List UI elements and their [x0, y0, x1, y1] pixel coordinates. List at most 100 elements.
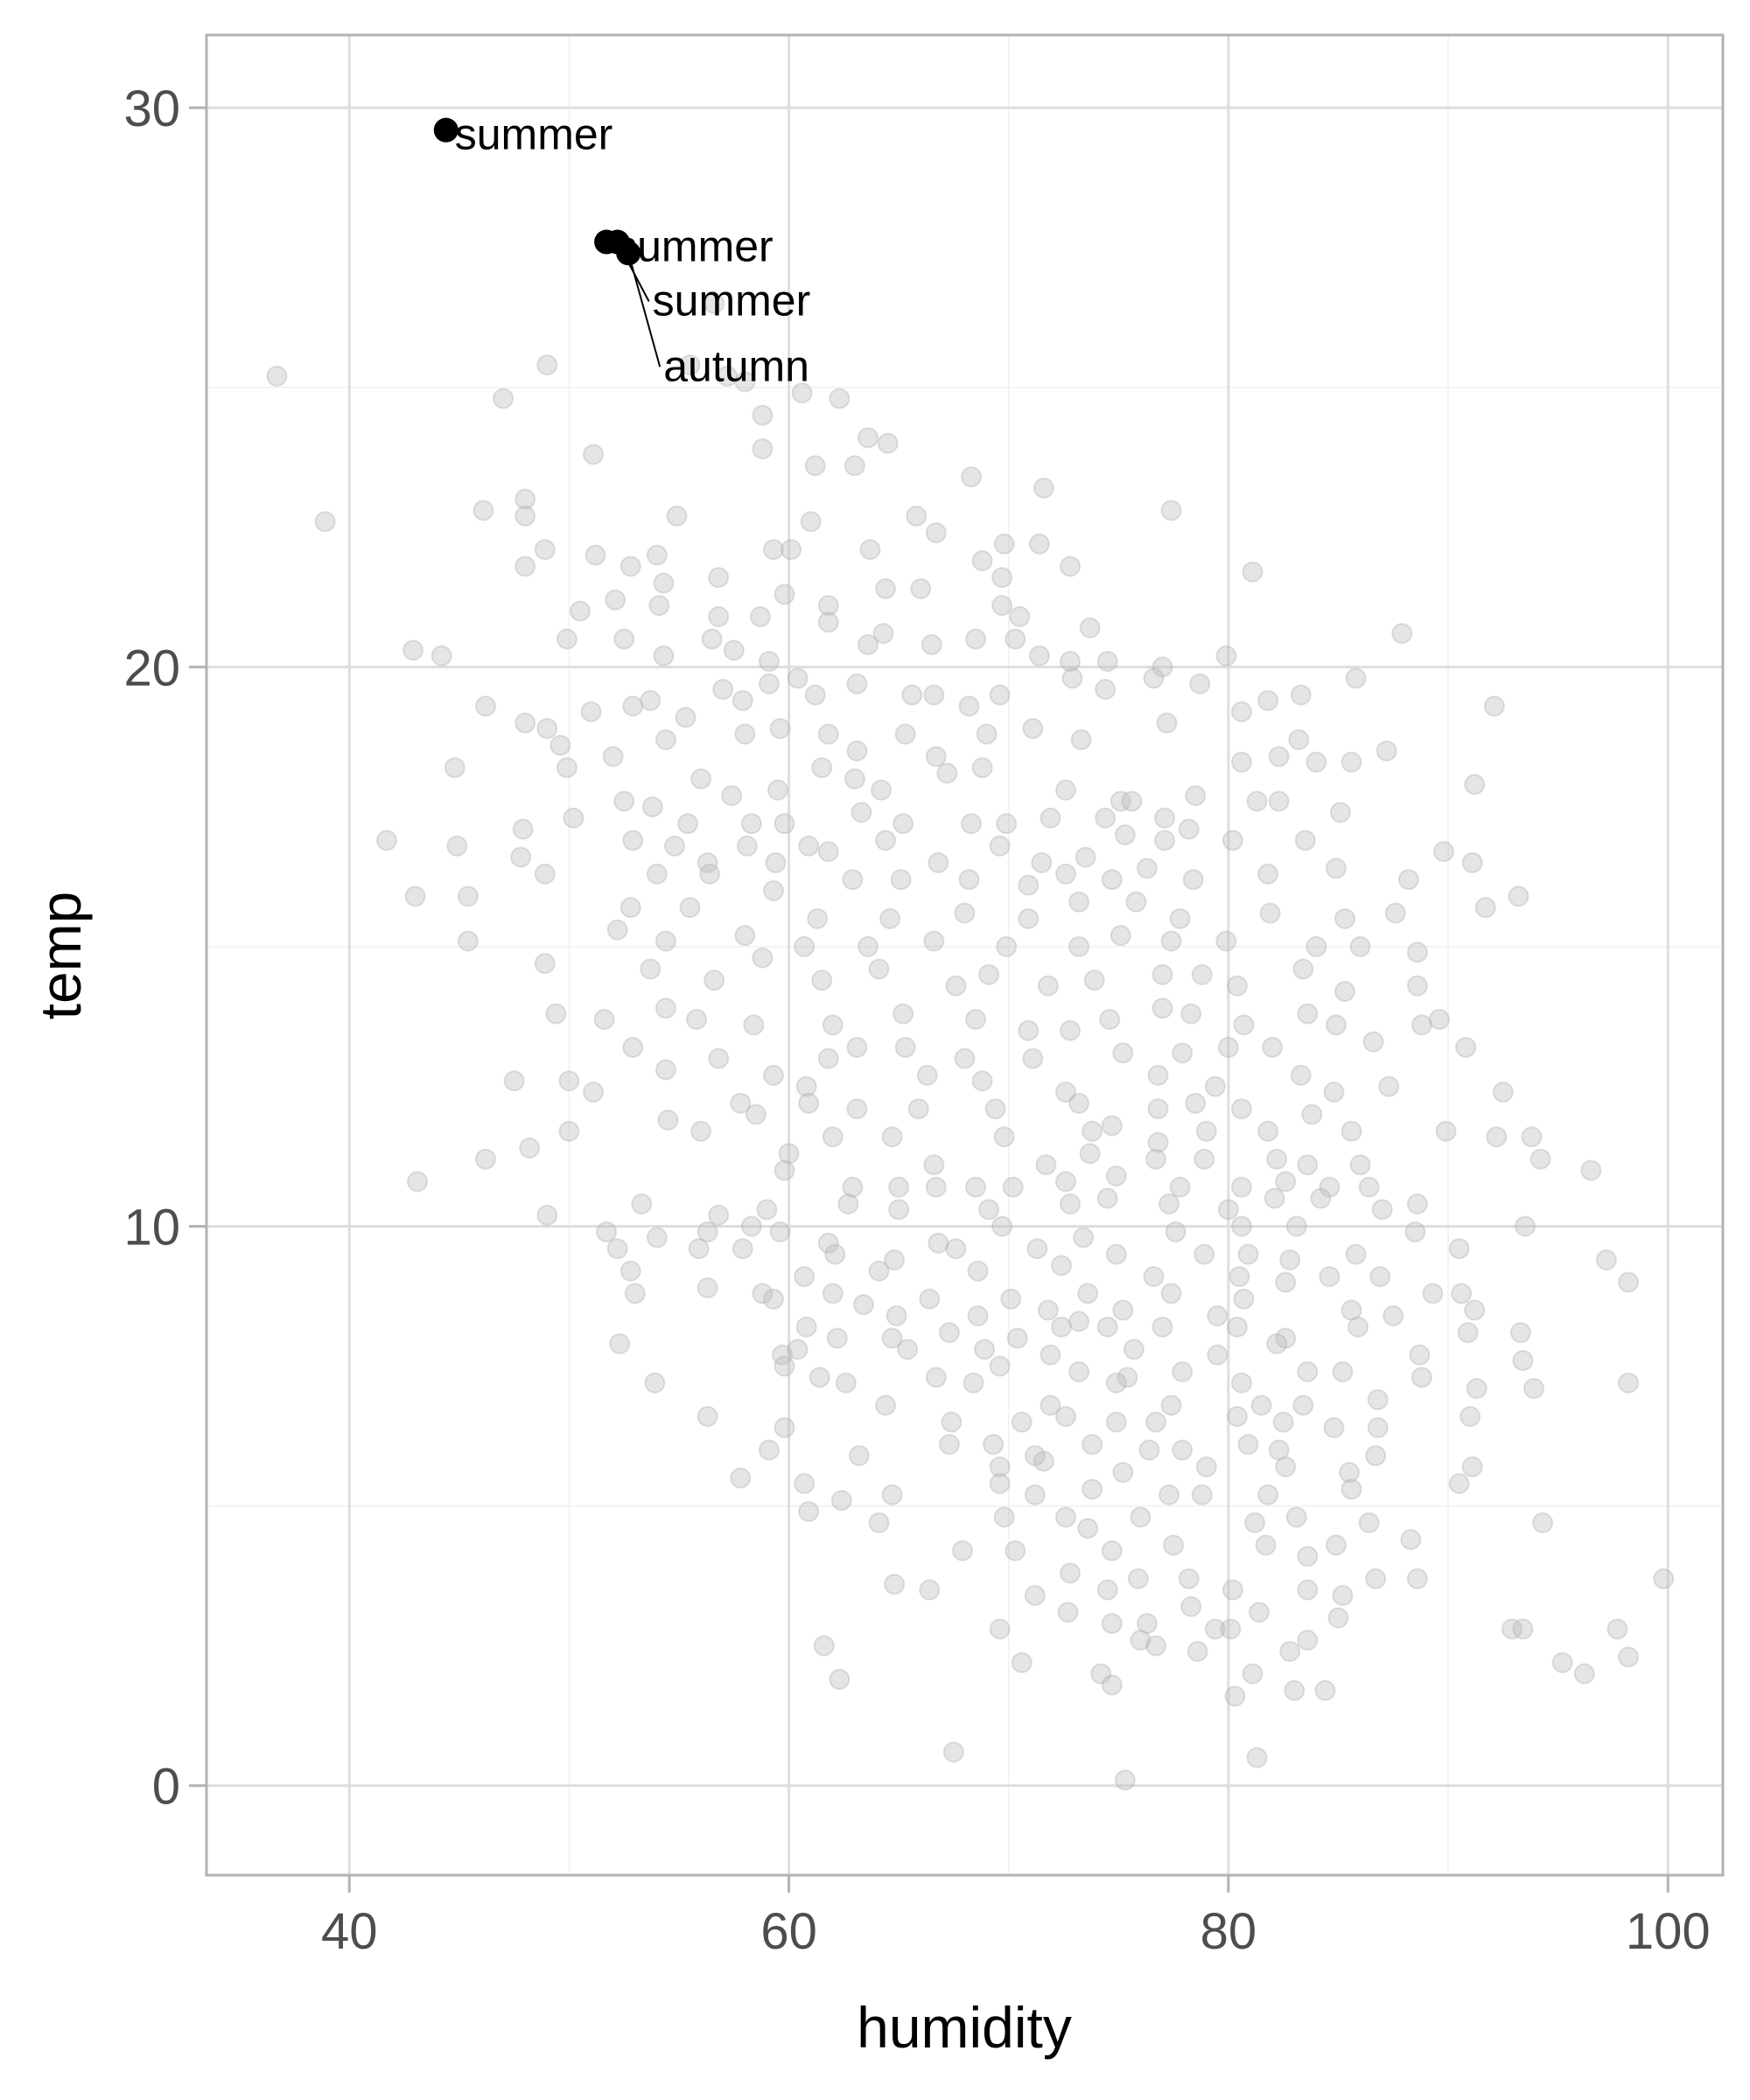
data-point [444, 757, 466, 779]
data-point [1099, 1009, 1121, 1031]
data-point [868, 1512, 890, 1534]
data-point [938, 1321, 960, 1343]
data-point [407, 1171, 429, 1193]
data-point [430, 645, 452, 667]
data-point [1217, 1199, 1239, 1221]
data-point [1158, 1193, 1180, 1214]
data-point [767, 779, 789, 801]
data-point [606, 919, 628, 941]
data-point [1055, 1506, 1077, 1528]
data-point [675, 706, 696, 728]
data-point [835, 1372, 857, 1394]
point-label: autumn [663, 341, 809, 390]
data-point [1172, 1439, 1194, 1461]
data-point [1237, 1243, 1259, 1265]
data-point [1068, 935, 1090, 957]
data-point [804, 684, 826, 706]
data-point [868, 1260, 890, 1282]
data-point [730, 1092, 752, 1114]
data-point [1339, 1461, 1361, 1483]
data-point [1057, 1601, 1079, 1623]
data-point [983, 1433, 1004, 1455]
data-point [404, 886, 426, 907]
label-leader-line [627, 253, 662, 368]
data-point [1406, 942, 1428, 963]
data-point [1160, 500, 1182, 522]
data-point [690, 768, 712, 790]
data-point [925, 1176, 947, 1198]
data-point [822, 1126, 844, 1148]
data-point [991, 1215, 1013, 1237]
data-point [708, 606, 730, 627]
data-point [804, 455, 826, 477]
data-point [1110, 790, 1131, 812]
data-point [846, 1098, 868, 1120]
data-point [794, 1473, 816, 1494]
data-point [1334, 907, 1356, 929]
data-point [622, 830, 644, 851]
data-point [1514, 1215, 1536, 1237]
data-point [758, 650, 780, 672]
background-points [266, 292, 1675, 1791]
data-point [877, 432, 899, 454]
x-tick-label: 60 [760, 1903, 817, 1960]
data-point [951, 1540, 973, 1562]
data-point [989, 1473, 1011, 1494]
data-point [1297, 1361, 1319, 1382]
data-point [958, 869, 980, 891]
data-point [961, 466, 983, 487]
data-point [1464, 1299, 1486, 1321]
data-point [1323, 1082, 1345, 1103]
highlighted-point [433, 117, 458, 143]
data-point [624, 1283, 646, 1305]
data-point [967, 1305, 989, 1326]
data-point [817, 1232, 839, 1254]
data-point [1000, 1288, 1022, 1310]
data-point [1222, 830, 1243, 851]
data-point [1032, 477, 1054, 499]
data-point [1145, 1411, 1167, 1433]
data-point [967, 1260, 989, 1282]
data-point [1185, 1092, 1207, 1114]
data-point [556, 628, 578, 650]
data-point [596, 1221, 618, 1242]
data-point [1532, 1512, 1554, 1534]
data-point [1002, 1176, 1024, 1198]
data-point [1259, 902, 1281, 924]
data-point [1116, 1367, 1138, 1389]
data-point [1165, 1221, 1186, 1242]
data-point [1130, 1629, 1152, 1651]
data-point [916, 1064, 938, 1086]
data-point [1266, 1148, 1288, 1170]
data-point [631, 1193, 653, 1214]
data-point [886, 1305, 907, 1326]
data-point [928, 852, 949, 874]
data-point [536, 354, 558, 376]
data-point [1194, 1243, 1215, 1265]
data-point [1230, 1176, 1252, 1198]
data-point [817, 594, 839, 616]
data-point [1382, 1305, 1404, 1326]
data-point [1096, 1579, 1118, 1601]
data-point [1349, 935, 1371, 957]
data-point [1138, 1439, 1160, 1461]
data-point [1004, 628, 1026, 650]
data-point [1230, 1215, 1252, 1237]
data-point [266, 365, 288, 387]
data-point [1136, 1613, 1158, 1634]
data-point [1301, 1103, 1323, 1125]
data-point [794, 935, 816, 957]
data-point [1022, 718, 1044, 739]
data-point [872, 622, 894, 644]
data-point [1178, 1568, 1200, 1590]
data-point [1011, 1411, 1032, 1433]
data-point [813, 1634, 835, 1656]
data-point [1257, 690, 1279, 711]
data-point [1114, 1769, 1136, 1791]
data-point [1040, 1395, 1061, 1417]
data-point [701, 628, 723, 650]
highlighted-points: summer summer summer autumn [433, 110, 810, 390]
data-point [1068, 1311, 1090, 1333]
data-point [888, 1199, 910, 1221]
